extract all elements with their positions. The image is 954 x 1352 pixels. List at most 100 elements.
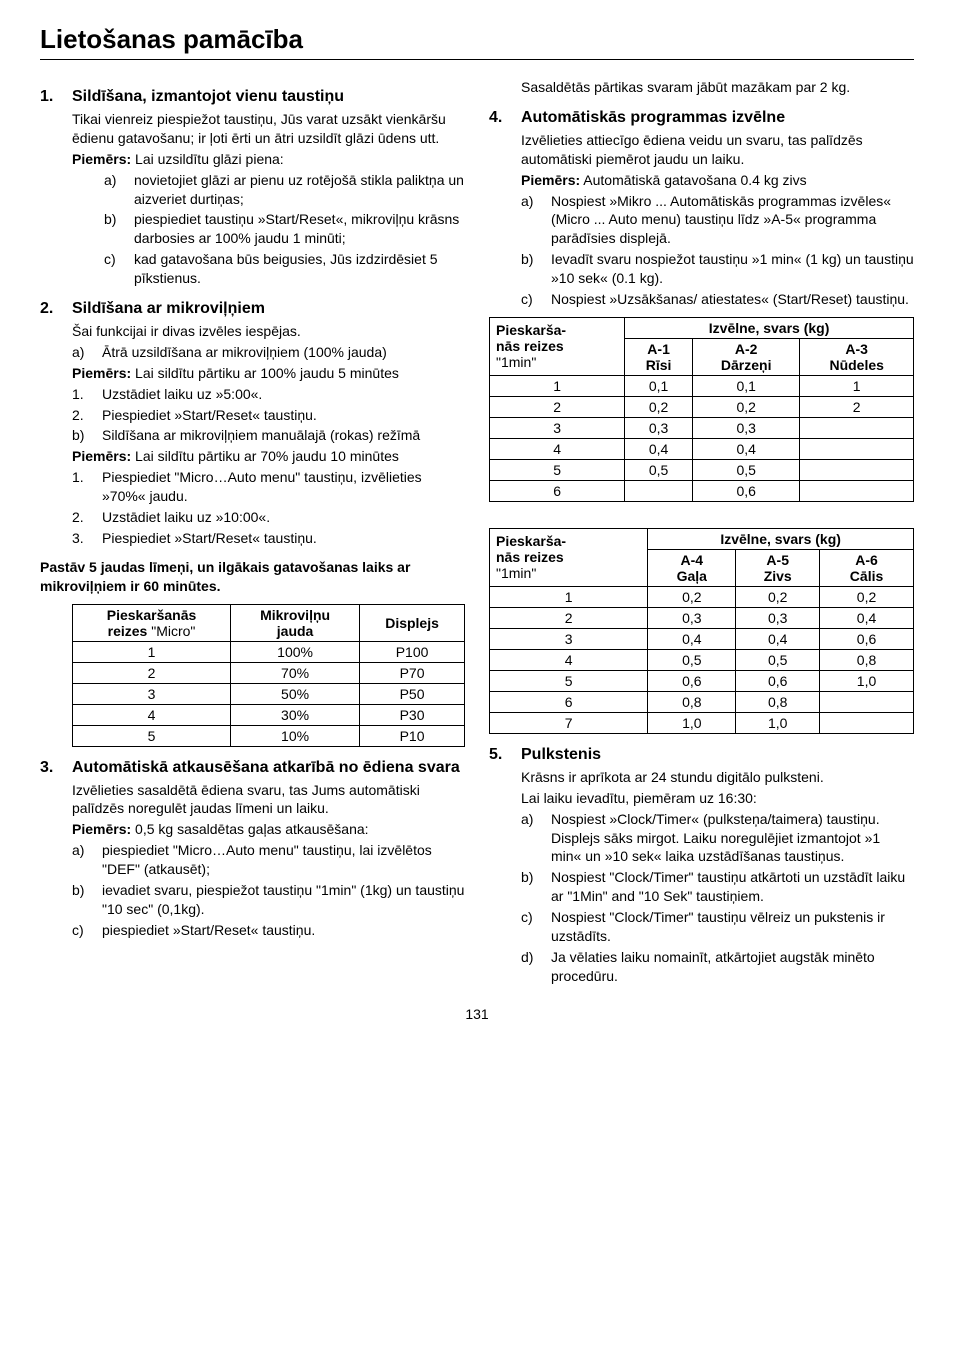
s2-m3: 3.Piespiediet »Start/Reset« taustiņu. <box>72 529 465 548</box>
section-4-title: Automātiskās programmas izvēlne <box>521 109 785 127</box>
table-cell: 10% <box>231 725 360 746</box>
title-rule <box>40 59 914 60</box>
table-cell: 0,4 <box>625 438 693 459</box>
s2-num-list-1: 1.Uzstādiet laiku uz »5:00«. 2.Piespiedi… <box>72 385 465 446</box>
s4-c: c)Nospiest »Uzsākšanas/ atiestates« (Sta… <box>521 290 914 309</box>
s5-c: c)Nospiest "Clock/Timer" taustiņu vēlrei… <box>521 908 914 946</box>
s4-b: b)Ievadīt svaru nospiežot taustiņu »1 mi… <box>521 250 914 288</box>
s1-p1: Tikai vienreiz piespiežot taustiņu, Jūs … <box>72 110 465 148</box>
table-row: 30,30,3 <box>490 417 914 438</box>
table-cell: P50 <box>360 683 465 704</box>
table-row: 10,10,11 <box>490 375 914 396</box>
table-cell: 1,0 <box>736 712 820 733</box>
table-cell: 30% <box>231 704 360 725</box>
table-cell: P30 <box>360 704 465 725</box>
th-a6: A-6Cālis <box>820 549 914 586</box>
table-header-row: Pieskarša-nās reizes"1min" Izvēlne, svar… <box>490 317 914 338</box>
section-5-num: 5. <box>489 746 507 764</box>
section-5-head: 5. Pulkstenis <box>489 746 914 764</box>
table-cell: 0,2 <box>625 396 693 417</box>
table-cell: 0,3 <box>625 417 693 438</box>
s1-list: a)novietojiet glāzi ar pienu uz rotējošā… <box>104 171 465 288</box>
table-cell: 1,0 <box>648 712 736 733</box>
table-cell: 5 <box>490 459 625 480</box>
section-2-head: 2. Sildīšana ar mikroviļņiem <box>40 300 465 318</box>
table-cell: 5 <box>73 725 231 746</box>
s4-p2: Piemērs: Automātiskā gatavošana 0.4 kg z… <box>521 171 914 190</box>
table-cell: 0,4 <box>648 628 736 649</box>
table-cell: 0,5 <box>625 459 693 480</box>
table-cell: 0,6 <box>648 670 736 691</box>
table-cell: 2 <box>800 396 914 417</box>
section-2-num: 2. <box>40 300 58 318</box>
s5-list: a)Nospiest »Clock/Timer« (pulksteņa/taim… <box>521 810 914 986</box>
th-a5: A-5Zivs <box>736 549 820 586</box>
table-cell: 0,5 <box>693 459 800 480</box>
menu-table-2: Pieskarša-nās reizes"1min" Izvēlne, svar… <box>489 528 914 734</box>
section-1-body: Tikai vienreiz piespiežot taustiņu, Jūs … <box>72 110 465 288</box>
s2-m1: 1.Piespiediet "Micro…Auto menu" taustiņu… <box>72 468 465 506</box>
table-cell: 4 <box>490 649 648 670</box>
table-cell: 1,0 <box>820 670 914 691</box>
table-row: 40,50,50,8 <box>490 649 914 670</box>
table-cell <box>625 480 693 501</box>
table-cell: 6 <box>490 480 625 501</box>
section-4-head: 4. Automātiskās programmas izvēlne <box>489 109 914 127</box>
th-a1: A-1Rīsi <box>625 338 693 375</box>
page-title: Lietošanas pamācība <box>40 24 914 55</box>
table-cell: 6 <box>490 691 648 712</box>
table-cell: 3 <box>490 417 625 438</box>
section-4-num: 4. <box>489 109 507 127</box>
section-5-title: Pulkstenis <box>521 746 601 764</box>
section-3-head: 3. Automātiskā atkausēšana atkarībā no ē… <box>40 759 465 777</box>
s1-b: b)piespiediet taustiņu »Start/Reset«, mi… <box>104 210 465 248</box>
s4-a: a)Nospiest »Mikro ... Automātiskās progr… <box>521 192 914 249</box>
table-row: 510%P10 <box>73 725 465 746</box>
s5-p2: Lai laiku ievadītu, piemēram uz 16:30: <box>521 789 914 808</box>
section-3-num: 3. <box>40 759 58 777</box>
s2-p1: Šai funkcijai ir divas izvēles iespējas. <box>72 322 465 341</box>
table-cell <box>800 417 914 438</box>
table-cell: 0,4 <box>820 607 914 628</box>
table-cell: 3 <box>73 683 231 704</box>
table-cell: 100% <box>231 641 360 662</box>
s2-m2: 2.Uzstādiet laiku uz »10:00«. <box>72 508 465 527</box>
right-column: Sasaldētās pārtikas svaram jābūt mazākam… <box>489 76 914 988</box>
table-cell: 0,8 <box>648 691 736 712</box>
table-cell: 0,8 <box>736 691 820 712</box>
section-1-num: 1. <box>40 88 58 106</box>
s3-list: a)piespiediet "Micro…Auto menu" taustiņu… <box>72 841 465 939</box>
table-cell: 0,6 <box>693 480 800 501</box>
s1-p2: Piemērs: Lai uzsildītu glāzi piena: <box>72 150 465 169</box>
s5-a: a)Nospiest »Clock/Timer« (pulksteņa/taim… <box>521 810 914 867</box>
table-cell: P100 <box>360 641 465 662</box>
table-cell <box>820 691 914 712</box>
th-menu: Izvēlne, svars (kg) <box>648 528 914 549</box>
section-3-body: Izvēlieties sasaldētā ēdiena svaru, tas … <box>72 781 465 940</box>
th-menu: Izvēlne, svars (kg) <box>625 317 914 338</box>
table-header-row: Pieskaršanāsreizes "Micro" Mikroviļņujau… <box>73 604 465 641</box>
s3-p3: Sasaldētās pārtikas svaram jābūt mazākam… <box>521 78 914 97</box>
table-cell: 0,3 <box>648 607 736 628</box>
table-cell: 0,8 <box>820 649 914 670</box>
s2-p2: Piemērs: Lai sildītu pārtiku ar 100% jau… <box>72 364 465 383</box>
table-cell: 2 <box>73 662 231 683</box>
s3-a: a)piespiediet "Micro…Auto menu" taustiņu… <box>72 841 465 879</box>
table-row: 270%P70 <box>73 662 465 683</box>
s4-list: a)Nospiest »Mikro ... Automātiskās progr… <box>521 192 914 309</box>
table-cell: 0,5 <box>736 649 820 670</box>
s2-n2: 2.Piespiediet »Start/Reset« taustiņu. <box>72 406 465 425</box>
s4-p1: Izvēlieties attiecīgo ēdiena veidu un sv… <box>521 131 914 169</box>
s1-c: c)kad gatavošana būs beigusies, Jūs izdz… <box>104 250 465 288</box>
table-cell: 2 <box>490 607 648 628</box>
table-cell: 0,4 <box>736 628 820 649</box>
left-column: 1. Sildīšana, izmantojot vienu taustiņu … <box>40 76 465 988</box>
table-cell: 1 <box>73 641 231 662</box>
table-cell: 3 <box>490 628 648 649</box>
menu-table-1: Pieskarša-nās reizes"1min" Izvēlne, svar… <box>489 317 914 502</box>
th-a4: A-4Gaļa <box>648 549 736 586</box>
table-row: 60,80,8 <box>490 691 914 712</box>
table-cell: P10 <box>360 725 465 746</box>
table-row: 50,60,61,0 <box>490 670 914 691</box>
table-cell: 7 <box>490 712 648 733</box>
